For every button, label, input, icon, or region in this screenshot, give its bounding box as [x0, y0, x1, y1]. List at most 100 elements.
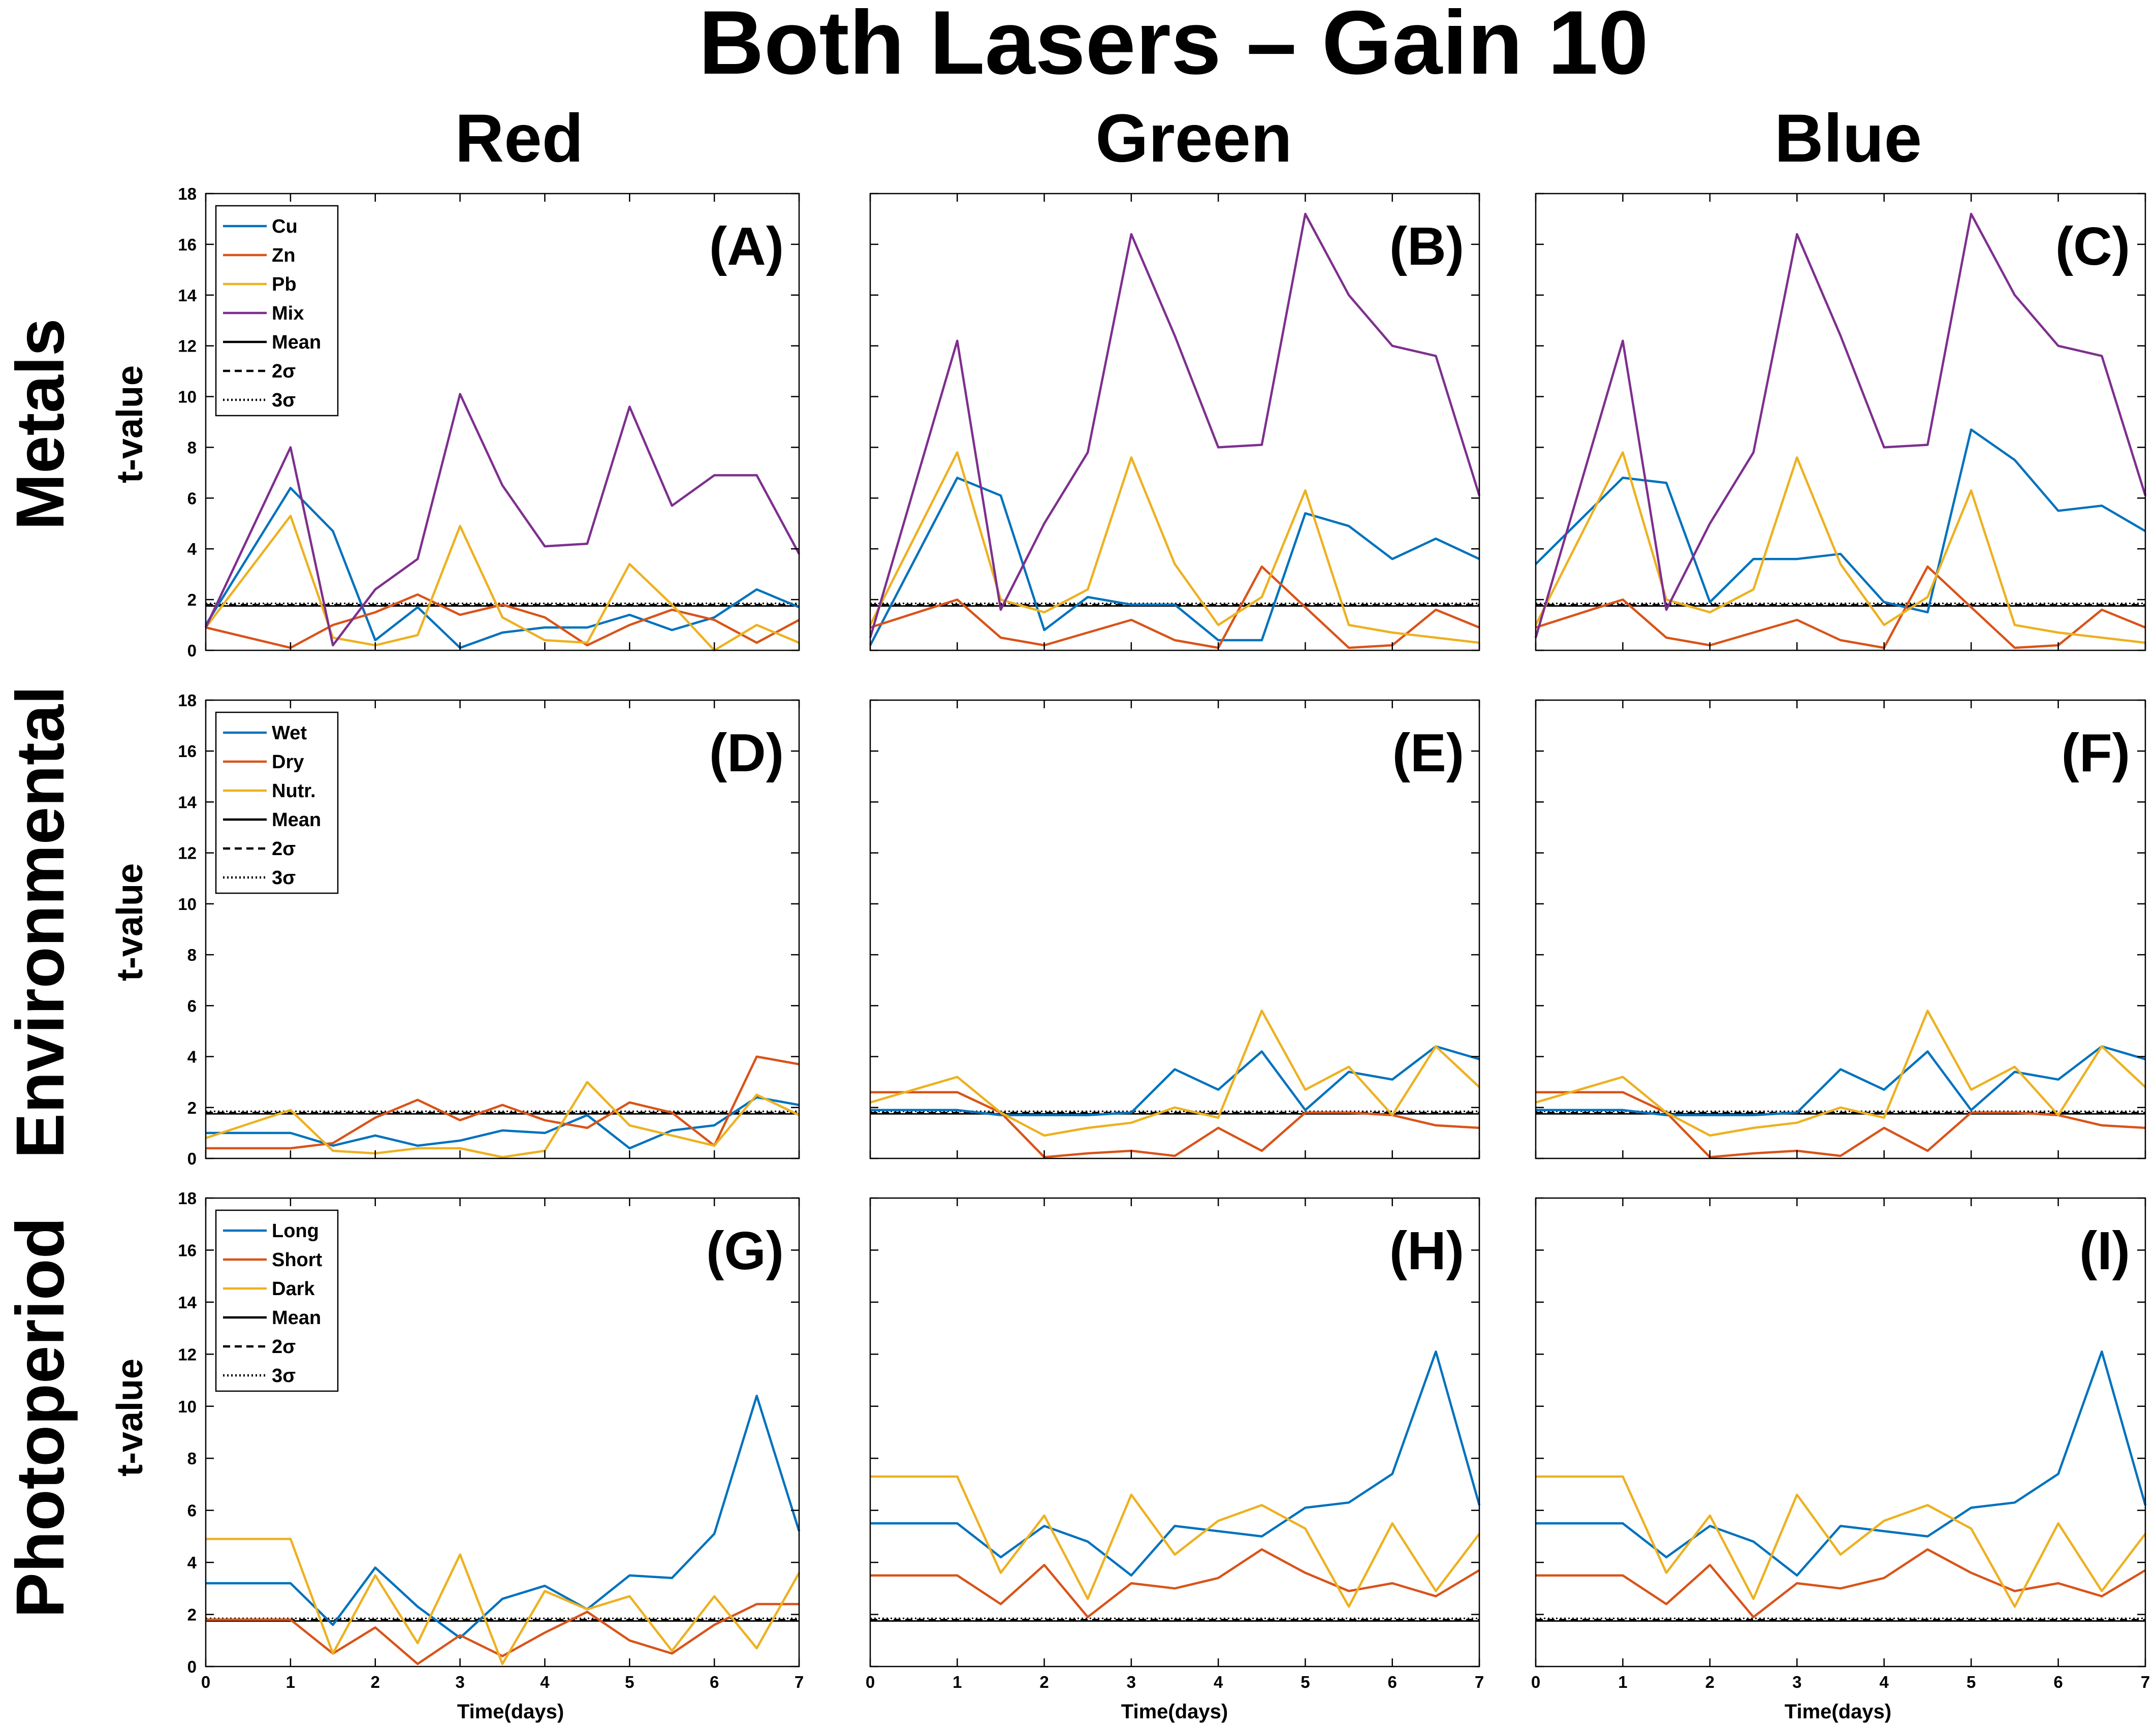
axes-box — [205, 699, 800, 1159]
y-tick-label: 16 — [178, 235, 197, 254]
x-tick-label: 3 — [1127, 1673, 1136, 1691]
row-title-photoperiod: Photoperiod — [3, 1217, 78, 1618]
y-tick-label: 2 — [187, 590, 197, 609]
y-tick-label: 4 — [187, 1553, 197, 1572]
x-tick-label: 2 — [1705, 1673, 1715, 1691]
series-line-nutr — [205, 1081, 800, 1158]
panel-label-i: (I) — [2079, 1221, 2130, 1281]
x-tick-label: 7 — [1475, 1673, 1484, 1691]
x-axis-label-red: Time(days) — [457, 1701, 564, 1723]
panel-label-d: (D) — [709, 723, 784, 783]
legend-entry: Long — [272, 1220, 319, 1242]
legend: Cu Zn Pb Mix Mean 2σ 3σ — [215, 205, 339, 417]
axes-box — [1535, 699, 2146, 1159]
y-tick-label: 6 — [187, 1501, 197, 1520]
legend-entry: Short — [272, 1249, 323, 1271]
series-line-dark — [1536, 1475, 2146, 1608]
panel-f: (F) — [1535, 699, 2146, 1159]
panel-a: 0 2 4 6 8 10 12 14 16 18 (A) Cu Zn Pb Mix Mean 2σ 3σ — [178, 184, 800, 660]
x-tick-label: 3 — [1792, 1673, 1801, 1691]
series-line-cu — [205, 487, 800, 649]
x-tick-label: 3 — [455, 1673, 464, 1691]
x-tick-label: 2 — [1039, 1673, 1049, 1691]
panel-label-c: (C) — [2055, 216, 2130, 276]
legend-box — [215, 205, 339, 417]
y-tick-label: 12 — [178, 337, 197, 356]
x-tick-label: 1 — [286, 1673, 295, 1691]
x-tick-label: 7 — [795, 1673, 804, 1691]
y-tick-label: 8 — [187, 1449, 197, 1468]
y-tick-label: 12 — [178, 1345, 197, 1364]
legend-entry: 3σ — [272, 1365, 296, 1387]
panel-i: 0 1 2 3 4 5 6 7 (I) — [1531, 1197, 2150, 1691]
y-tick-label: 0 — [187, 1149, 197, 1168]
series-line-mix — [1534, 212, 2147, 638]
series-line-pb — [205, 515, 800, 652]
x-tick-label: 0 — [201, 1673, 210, 1691]
panel-e: (E) — [869, 699, 1480, 1159]
column-title-red: Red — [455, 101, 583, 176]
y-tick-label: 10 — [178, 895, 197, 914]
legend-entry: Mean — [272, 809, 321, 831]
axes-box — [205, 1197, 800, 1668]
legend-entry: Pb — [272, 274, 297, 295]
y-tick-label: 2 — [187, 1606, 197, 1624]
axes-box — [869, 193, 1480, 651]
y-tick-label: 14 — [178, 286, 197, 305]
legend: Long Short Dark Mean 2σ 3σ — [215, 1209, 339, 1392]
x-tick-label: 4 — [1880, 1673, 1889, 1691]
x-tick-label: 4 — [540, 1673, 550, 1691]
axes-box — [1535, 193, 2146, 651]
series-line-pb — [869, 451, 1480, 644]
axes-box — [205, 193, 800, 651]
x-axis-label-blue: Time(days) — [1785, 1701, 1891, 1723]
series-line-zn — [205, 593, 800, 649]
panel-label-a: (A) — [709, 216, 784, 276]
series-line-long — [206, 1395, 801, 1639]
series-line-short — [1536, 1548, 2146, 1618]
series-line-dark — [206, 1537, 800, 1665]
series-line-zn — [1535, 565, 2146, 649]
panel-d: 0 2 4 6 8 10 12 14 16 18 (D) Wet Dry Nutr. Mean 2σ 3σ — [178, 691, 800, 1168]
column-title-blue: Blue — [1774, 101, 1922, 176]
figure-title: Both Lasers – Gain 10 — [699, 0, 1648, 93]
x-tick-label: 7 — [2141, 1673, 2150, 1691]
legend-box — [215, 711, 339, 894]
legend-entry: Wet — [272, 722, 307, 744]
series-line-mix — [869, 212, 1481, 638]
legend-entry: Mean — [272, 332, 321, 353]
panel-label-f: (F) — [2062, 723, 2130, 783]
x-tick-label: 1 — [1618, 1673, 1627, 1691]
x-tick-label: 2 — [371, 1673, 380, 1691]
y-tick-label: 10 — [178, 1397, 197, 1416]
y-tick-label: 2 — [187, 1098, 197, 1117]
y-axis-label-photoperiod: t-value — [110, 1359, 150, 1476]
panel-b: (B) — [869, 193, 1481, 651]
x-tick-label: 6 — [2053, 1673, 2063, 1691]
x-tick-label: 0 — [866, 1673, 875, 1691]
y-tick-label: 18 — [178, 1189, 197, 1208]
series-line-cu — [869, 477, 1480, 646]
x-tick-label: 5 — [1967, 1673, 1976, 1691]
x-tick-label: 6 — [1388, 1673, 1397, 1691]
axes-box — [869, 699, 1480, 1159]
row-title-environmental: Environmental — [3, 686, 78, 1159]
x-tick-label: 5 — [625, 1673, 634, 1691]
series-line-long — [870, 1350, 1481, 1577]
y-tick-label: 0 — [187, 1657, 197, 1676]
y-tick-label: 8 — [187, 438, 197, 457]
row-title-metals: Metals — [3, 318, 78, 530]
series-line-pb — [1534, 451, 2146, 644]
x-tick-label: 5 — [1301, 1673, 1310, 1691]
panel-label-b: (B) — [1389, 216, 1464, 276]
x-tick-label: 1 — [953, 1673, 962, 1691]
series-line-mix — [204, 393, 800, 647]
y-tick-label: 14 — [178, 793, 197, 811]
column-title-green: Green — [1095, 101, 1292, 176]
x-tick-label: 0 — [1531, 1673, 1540, 1691]
legend-entry: Mean — [272, 1307, 321, 1329]
legend-entry: Dry — [272, 751, 304, 773]
series-line-short — [870, 1548, 1480, 1618]
